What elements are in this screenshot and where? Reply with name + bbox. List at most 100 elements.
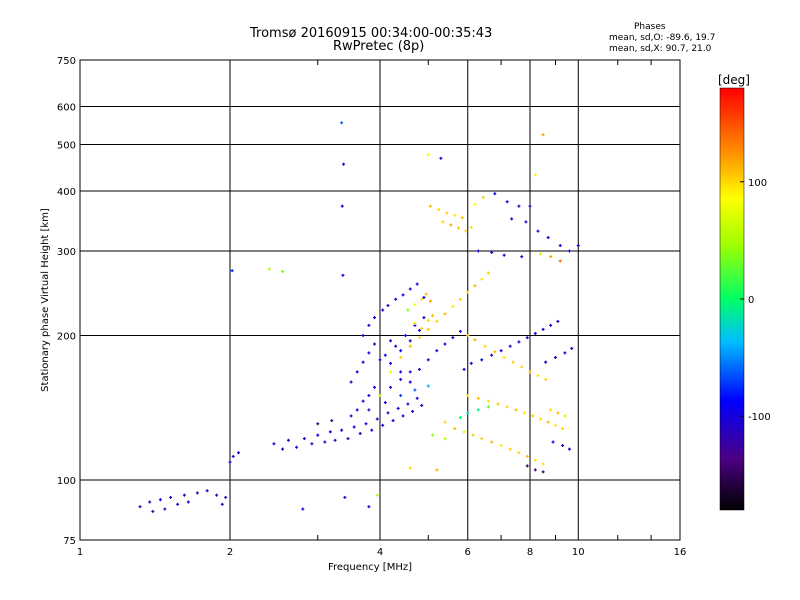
data-point — [517, 451, 521, 455]
data-point — [457, 226, 461, 230]
data-point — [169, 495, 173, 499]
data-point — [267, 267, 271, 271]
data-point — [473, 202, 477, 206]
data-point — [341, 273, 345, 277]
x-tick-labels: 1 2 4 6 8 10 16 — [77, 547, 687, 558]
data-point — [517, 204, 521, 208]
data-point — [394, 344, 398, 348]
data-point — [408, 380, 412, 384]
data-point — [224, 495, 228, 499]
data-point — [389, 361, 393, 365]
data-point — [451, 336, 455, 340]
data-point — [401, 293, 405, 297]
data-point — [541, 462, 545, 466]
data-point — [476, 396, 480, 400]
data-point — [420, 297, 424, 301]
data-point — [333, 438, 337, 442]
data-point — [480, 277, 484, 281]
data-point — [330, 419, 334, 423]
data-point — [340, 121, 344, 125]
data-point — [505, 200, 509, 204]
data-point — [476, 249, 480, 253]
data-point — [408, 344, 412, 348]
data-point — [383, 353, 387, 357]
data-point — [508, 344, 512, 348]
data-point — [220, 502, 224, 506]
data-point — [449, 223, 453, 227]
data-point — [281, 269, 285, 273]
y-tick-label: 300 — [57, 247, 76, 258]
data-point — [399, 355, 403, 359]
data-point — [373, 316, 377, 320]
data-point — [496, 402, 500, 406]
data-point — [441, 220, 445, 224]
phases-title: Phases — [634, 22, 666, 32]
data-point — [426, 358, 430, 362]
x-tick-label: 16 — [674, 547, 687, 558]
data-point — [367, 408, 371, 412]
data-point — [401, 414, 405, 418]
data-point — [576, 244, 580, 248]
data-point — [563, 351, 567, 355]
data-point — [349, 414, 353, 418]
data-point — [469, 361, 473, 365]
data-point — [458, 297, 462, 301]
data-point — [381, 308, 385, 312]
data-point — [499, 444, 503, 448]
data-point — [473, 284, 477, 288]
data-point — [176, 502, 180, 506]
data-point — [453, 213, 457, 217]
data-point — [301, 507, 305, 511]
data-point — [151, 509, 155, 513]
x-tick-label: 1 — [77, 547, 83, 558]
data-point — [426, 327, 430, 331]
phases-x-mode: mean, sd,X: 90.7, 21.0 — [609, 44, 712, 54]
data-point — [236, 451, 240, 455]
data-point — [480, 358, 484, 362]
data-point — [511, 360, 515, 364]
data-point — [486, 399, 490, 403]
data-point — [499, 349, 503, 353]
data-point — [349, 380, 353, 384]
x-tick-label: 10 — [572, 547, 585, 558]
data-point — [525, 464, 529, 468]
chart-title: Tromsø 20160915 00:34:00-00:35:43 — [250, 26, 493, 41]
data-point — [549, 408, 553, 412]
data-point — [531, 414, 535, 418]
data-point — [399, 394, 403, 398]
data-point — [396, 406, 400, 410]
y-tick-label: 100 — [57, 476, 76, 487]
data-point — [462, 430, 466, 434]
data-point — [505, 405, 509, 409]
data-point — [346, 437, 350, 441]
data-point — [536, 374, 540, 378]
data-point — [316, 422, 320, 426]
data-point — [549, 255, 553, 259]
data-point — [480, 437, 484, 441]
data-point — [426, 384, 430, 388]
data-point — [342, 162, 346, 166]
data-point — [424, 292, 428, 296]
data-point — [520, 365, 524, 369]
data-point — [473, 338, 477, 342]
data-point — [462, 367, 466, 371]
data-point — [361, 334, 365, 338]
data-point — [182, 493, 186, 497]
y-tick-label: 750 — [57, 56, 76, 67]
data-point — [205, 489, 209, 493]
data-point — [431, 433, 435, 437]
data-point — [541, 470, 545, 474]
data-point — [502, 253, 506, 257]
data-point — [443, 437, 447, 441]
data-point — [435, 468, 439, 472]
data-point — [524, 220, 528, 224]
data-point — [403, 334, 407, 338]
data-point — [310, 442, 314, 446]
data-point — [533, 458, 537, 462]
data-point — [399, 349, 403, 353]
y-axis-label: Stationary phase Virtual Height [km] — [40, 208, 51, 392]
data-point — [422, 296, 426, 300]
data-point — [466, 334, 470, 338]
data-point — [544, 377, 548, 381]
data-point — [451, 304, 455, 308]
